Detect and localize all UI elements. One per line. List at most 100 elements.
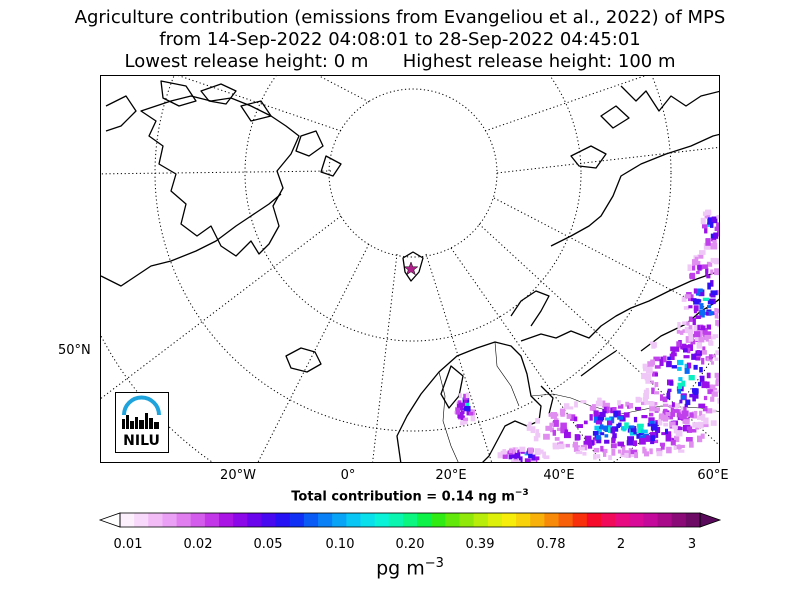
colorbar-cell <box>657 513 673 527</box>
plume-cell <box>707 218 713 225</box>
plume-cell <box>650 380 654 384</box>
plume-cell <box>701 350 707 355</box>
plume-cell <box>511 460 515 462</box>
plume-cell <box>642 448 647 454</box>
plume-cell <box>535 432 541 438</box>
plume-cell <box>583 420 588 425</box>
plume-cell <box>517 449 521 454</box>
plume-cell <box>465 392 470 398</box>
plume-cell <box>693 288 697 294</box>
colorbar-cell <box>388 513 404 527</box>
plume-cell <box>686 429 693 433</box>
plume-cell <box>700 433 705 439</box>
plume-cell <box>593 416 598 423</box>
meridian-line <box>484 76 646 132</box>
plume-cell <box>711 237 717 242</box>
coastline <box>105 95 137 132</box>
plume-cell <box>702 297 710 301</box>
plume-cell <box>531 454 536 461</box>
plume-cell <box>684 363 689 370</box>
plume-cell <box>714 268 719 276</box>
plume-cell <box>463 398 468 406</box>
meridian-line <box>493 197 719 316</box>
plume-cell <box>655 421 660 425</box>
colorbar-cell <box>176 513 192 527</box>
colorbar-unit-exponent: −3 <box>424 556 444 571</box>
colorbar-tick-label: 0.01 <box>113 537 143 552</box>
plume-cell <box>500 450 507 455</box>
plume-cell <box>578 447 585 451</box>
colorbar-cell <box>247 513 262 527</box>
plume-cell <box>602 448 608 453</box>
map-title-line-3: Lowest release height: 0 m Highest relea… <box>124 51 676 72</box>
plume-cell <box>677 388 681 394</box>
colorbar-cell <box>445 513 461 527</box>
plume-cell <box>641 372 648 380</box>
plume-cell <box>613 410 619 418</box>
plume-cell <box>611 448 616 456</box>
colorbar-tick-label: 0.78 <box>536 537 566 552</box>
plume-cell <box>576 424 583 428</box>
plume-cell <box>693 364 698 370</box>
plume-cell <box>662 403 669 407</box>
colorbar-cell <box>219 513 234 527</box>
plume-cell <box>714 372 719 378</box>
plume-cell <box>518 456 523 462</box>
concentration-plume <box>454 209 719 462</box>
plume-cell <box>537 449 544 454</box>
plume-cell <box>470 415 476 422</box>
map-title-line-1: Agriculture contribution (emissions from… <box>74 7 726 28</box>
plume-cell <box>698 403 706 408</box>
plume-cell <box>707 305 711 309</box>
plume-cell <box>620 426 627 431</box>
colorbar-cell <box>190 513 206 527</box>
map-panel <box>100 75 720 463</box>
lon-label-20e: 20°E <box>435 468 467 483</box>
plume-cell <box>638 427 644 432</box>
plume-cell <box>660 443 665 450</box>
plume-cell <box>563 403 570 410</box>
plume-cell <box>621 446 626 453</box>
plume-cell <box>542 451 546 458</box>
colorbar-tick-label: 0.05 <box>253 537 283 552</box>
plume-cell <box>710 354 716 358</box>
plume-cell <box>683 345 691 352</box>
plume-cell <box>553 420 559 427</box>
plume-cell <box>648 435 655 442</box>
plume-cell <box>699 309 706 315</box>
plume-cell <box>639 437 646 445</box>
colorbar-cell <box>289 513 305 527</box>
plume-cell <box>552 429 556 436</box>
plume-cell <box>650 341 654 345</box>
plume-cell <box>643 389 650 394</box>
plume-cell <box>654 372 658 377</box>
plume-cell <box>564 429 569 434</box>
colorbar-tick-label: 0.10 <box>325 537 355 552</box>
plume-cell <box>600 432 605 436</box>
plume-cell <box>596 454 601 459</box>
plume-cell <box>527 447 534 454</box>
plume-cell <box>716 215 719 219</box>
plume-cell <box>654 391 660 395</box>
plume-cell <box>715 319 719 326</box>
novaya-zemlya-coast <box>510 290 550 327</box>
plume-cell <box>621 450 629 456</box>
plume-cell <box>604 434 609 438</box>
plume-cell <box>699 375 705 383</box>
plume-cell <box>560 410 565 417</box>
plume-cell <box>702 413 706 420</box>
plume-cell <box>644 451 649 457</box>
greenland-coast <box>140 95 300 257</box>
plume-cell <box>616 423 620 428</box>
plume-cell <box>655 427 661 433</box>
plume-cell <box>645 379 651 384</box>
plume-cell <box>683 348 688 353</box>
colorbar-unit-label: pg m−3 <box>0 556 800 579</box>
plume-cell <box>687 347 691 354</box>
plume-cell <box>676 329 680 334</box>
plume-cell <box>497 452 504 459</box>
plume-cell <box>515 447 519 451</box>
plume-cell <box>686 292 692 296</box>
plume-cell <box>508 448 513 454</box>
plume-cell <box>599 411 606 418</box>
